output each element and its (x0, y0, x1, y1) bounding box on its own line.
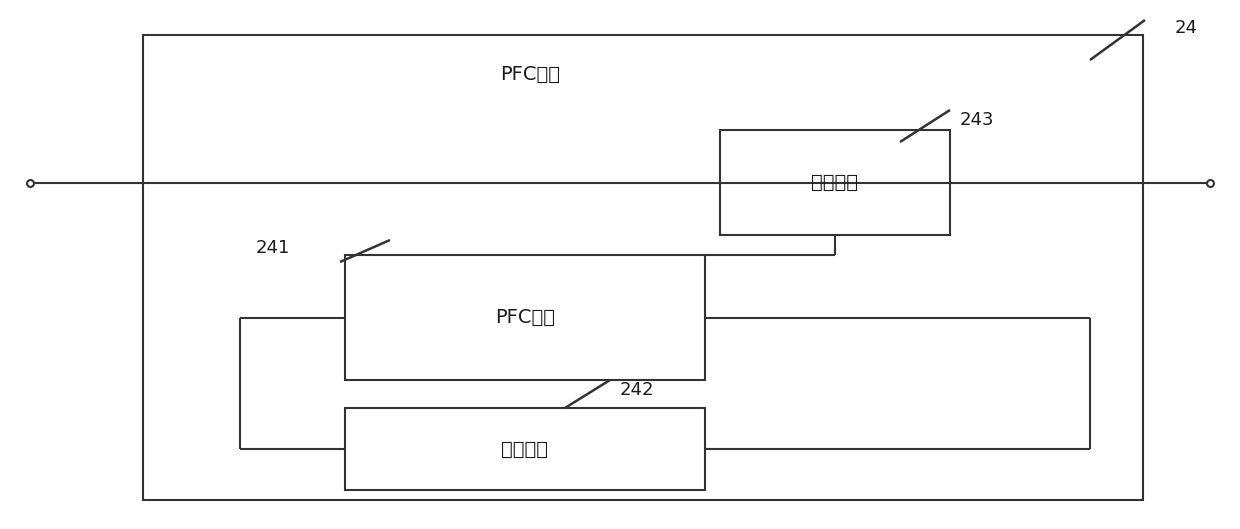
Text: 反馈电路: 反馈电路 (501, 440, 548, 459)
Text: PFC电路: PFC电路 (495, 308, 556, 327)
Text: PFC组件: PFC组件 (500, 65, 560, 84)
Text: 24: 24 (1176, 19, 1198, 37)
Text: 243: 243 (960, 111, 994, 129)
Bar (345, 408, 706, 490)
Text: 242: 242 (620, 381, 655, 399)
Bar (345, 255, 706, 380)
Text: 241: 241 (255, 239, 290, 257)
Bar (720, 130, 950, 235)
Bar (143, 35, 1143, 500)
Text: 调节电路: 调节电路 (811, 173, 858, 192)
